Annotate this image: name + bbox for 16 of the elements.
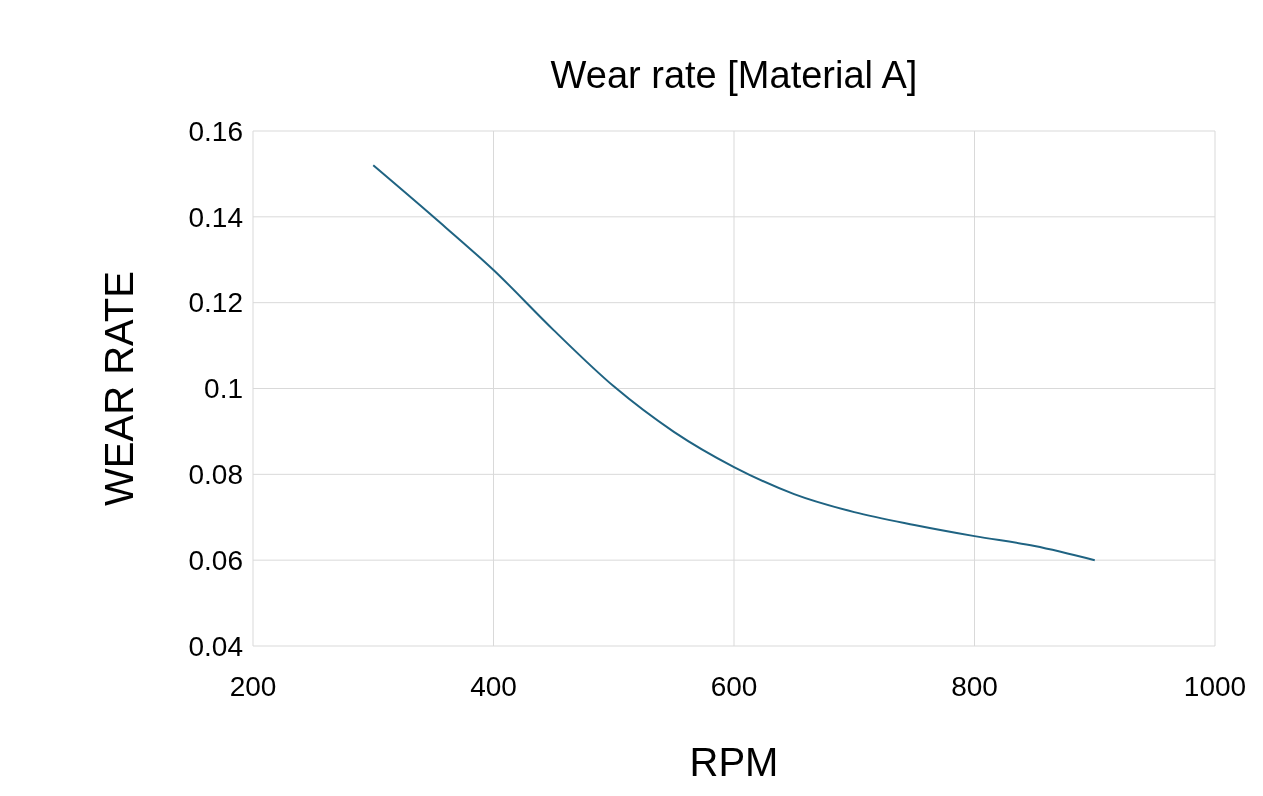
y-tick-label: 0.06 [188,544,243,576]
y-tick-label: 0.16 [188,115,243,147]
x-tick-label: 800 [951,671,998,702]
y-tick-label: 0.12 [188,287,243,319]
x-axis-title: RPM [689,740,779,784]
line-series [372,164,1096,562]
x-tick-label: 400 [470,671,517,702]
y-tick-label: 0.04 [188,630,243,662]
y-tick-label: 0.1 [204,373,243,405]
chart-title: Wear rate [Material A] [550,54,918,96]
y-tick-label: 0.14 [188,201,243,233]
y-tick-label: 0.08 [188,459,243,491]
x-tick-label: 200 [229,671,277,702]
y-axis-title: WEAR RATE [97,271,141,506]
x-tick-label: 600 [710,671,758,702]
x-tick-label: 1000 [1183,671,1247,702]
